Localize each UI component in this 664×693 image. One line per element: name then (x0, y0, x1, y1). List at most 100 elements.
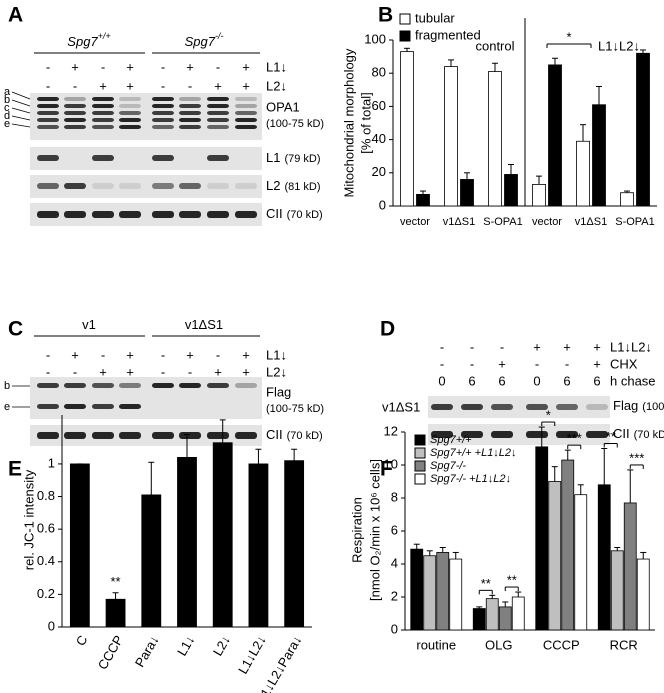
sign: + (563, 339, 571, 354)
band (64, 183, 86, 189)
band (491, 431, 513, 438)
bar (535, 446, 549, 631)
bar (623, 502, 637, 631)
y-tick-label: 80 (372, 65, 386, 80)
bar (69, 463, 90, 628)
blot-label: L1 (79 kD) (266, 150, 321, 165)
y-tick-label: 1 (48, 455, 55, 470)
band (37, 104, 59, 108)
x-tick-label: CCCP (95, 633, 126, 672)
bar (284, 460, 305, 628)
row-label: CHX (610, 356, 638, 371)
bar (423, 555, 437, 631)
error-bar (508, 164, 514, 175)
sign: 6 (498, 373, 505, 388)
band (64, 97, 86, 101)
band (235, 383, 257, 388)
band (37, 111, 59, 115)
band (152, 125, 174, 129)
sign: + (242, 364, 250, 379)
blot-label: L2 (81 kD) (266, 178, 321, 193)
y-tick-label: 0 (391, 621, 398, 636)
error-bar (538, 426, 545, 447)
significance-label: * (546, 407, 551, 422)
band (119, 404, 141, 409)
band (37, 125, 59, 129)
blot-background (428, 424, 610, 445)
band (152, 432, 174, 439)
band (179, 118, 201, 122)
bar (449, 558, 463, 631)
band (92, 97, 114, 101)
sign: + (498, 356, 506, 371)
blot-label: CII (70 kD) (266, 206, 323, 221)
blot-size: (100 kD) (642, 401, 664, 413)
band (119, 211, 141, 218)
band (179, 111, 201, 115)
legend-label: tubular (415, 10, 455, 25)
blot-label: CII (70 kD) (266, 427, 323, 442)
y-axis-label: [% of total] (358, 92, 373, 153)
band (235, 104, 257, 108)
bar (485, 598, 499, 631)
group-name: Spg7 (67, 34, 98, 49)
x-tick-label: v1ΔS1 (443, 216, 475, 228)
row-label: h chase (610, 373, 656, 388)
band (179, 104, 201, 108)
error-bar (596, 85, 602, 105)
legend-swatch (399, 30, 411, 42)
bar (576, 140, 590, 207)
sign: - (161, 78, 165, 93)
band (64, 383, 86, 388)
bar (636, 558, 650, 631)
panel-label: E (8, 458, 22, 481)
bar (472, 608, 486, 631)
band (207, 125, 229, 129)
sign: - (535, 356, 539, 371)
error-bar (640, 551, 647, 560)
y-tick-label: 60 (372, 98, 386, 113)
blot-background (30, 425, 262, 446)
error-bar (148, 461, 155, 495)
band (461, 431, 483, 438)
band-letter: e (4, 118, 10, 130)
x-tick-label: L1↓L2↓ (235, 633, 269, 677)
y-tick-label: 8 (391, 489, 398, 504)
sign: + (126, 78, 134, 93)
band (92, 104, 114, 108)
band (92, 111, 114, 115)
blot-label: Flag (266, 384, 291, 399)
bar (610, 550, 624, 631)
x-tick-label: v1ΔS1 (575, 216, 607, 228)
error-bar (452, 551, 459, 560)
sign: + (593, 339, 601, 354)
group-label: v1ΔS1 (185, 317, 223, 332)
band (152, 111, 174, 115)
band-letter: b (4, 380, 10, 392)
y-tick-label: 4 (391, 555, 398, 570)
bar (177, 456, 197, 628)
sign: - (101, 59, 105, 74)
annotation: L1↓L2↓ (598, 38, 640, 53)
sign: + (533, 339, 541, 354)
band (207, 155, 229, 161)
band (491, 404, 513, 410)
bar (212, 442, 233, 628)
sign: - (161, 59, 165, 74)
band-letter: e (4, 401, 10, 413)
band (179, 211, 201, 218)
sign: - (440, 356, 444, 371)
sign: - (500, 339, 504, 354)
band (207, 97, 229, 101)
y-tick-label: 0.4 (37, 553, 55, 568)
group-name: Spg7 (185, 34, 216, 49)
sign: + (593, 356, 601, 371)
band (64, 118, 86, 122)
band (235, 97, 257, 101)
band (119, 111, 141, 115)
sign: - (161, 364, 165, 379)
significance-label: *** (629, 450, 644, 465)
sign: - (73, 364, 77, 379)
error-bar (515, 591, 522, 597)
band (64, 211, 86, 218)
